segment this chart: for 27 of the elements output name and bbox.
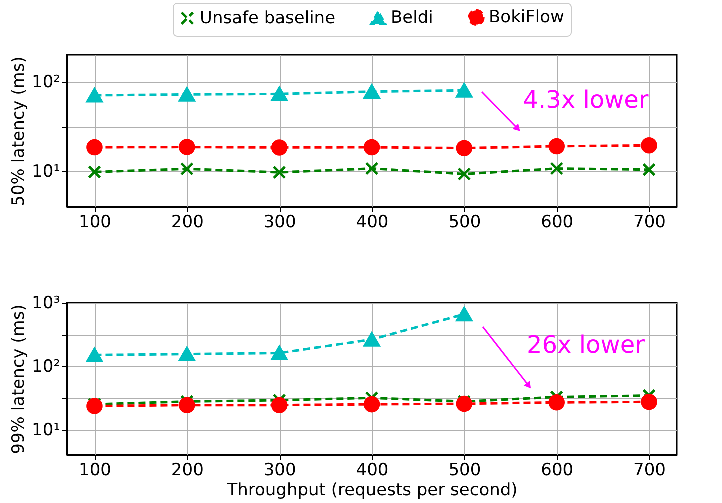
y-axis-title: 50% latency (ms) — [9, 56, 30, 206]
x-tick-label: 200 — [171, 460, 204, 480]
x-tick-label: 400 — [356, 460, 389, 480]
y-axis-title: 99% latency (ms) — [9, 304, 30, 454]
x-tick-label: 400 — [356, 212, 389, 232]
x-tick-label: 100 — [79, 212, 112, 232]
annotation: 4.3x lower — [523, 86, 649, 114]
x-tick-label: 100 — [79, 460, 112, 480]
legend-label: Unsafe baseline — [200, 8, 336, 28]
x-tick-label: 700 — [634, 212, 666, 232]
x-tick-label: 500 — [448, 460, 482, 480]
legend-label: Beldi — [391, 8, 434, 28]
x-tick-label: 600 — [541, 460, 574, 480]
x-tick-label: 200 — [171, 212, 204, 232]
y-tick-label: 10¹ — [32, 162, 60, 182]
y-tick-label: 10³ — [32, 294, 60, 314]
y-tick-label: 10¹ — [32, 420, 60, 440]
x-axis-title: Throughput (requests per second) — [226, 480, 518, 500]
x-tick-label: 700 — [634, 460, 666, 480]
annotation: 26x lower — [527, 331, 646, 359]
legend-label: BokiFlow — [489, 8, 565, 28]
x-tick-label: 300 — [264, 212, 296, 232]
x-tick-label: 600 — [541, 212, 574, 232]
x-tick-label: 500 — [448, 212, 482, 232]
x-tick-label: 300 — [264, 460, 296, 480]
y-tick-label: 10² — [32, 356, 60, 377]
y-tick-label: 10² — [32, 72, 60, 92]
